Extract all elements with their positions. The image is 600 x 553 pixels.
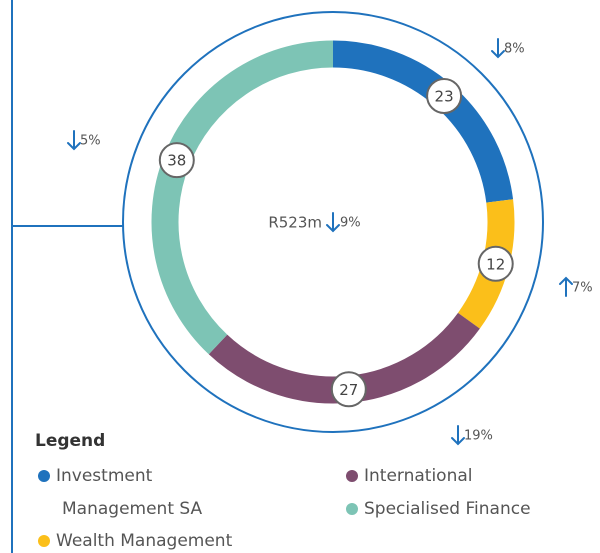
value-badge bbox=[330, 371, 367, 408]
legend-label: Wealth Management bbox=[56, 531, 233, 551]
value-label: 12 bbox=[486, 255, 505, 273]
arrow-icon bbox=[491, 38, 505, 59]
legend-swatch bbox=[346, 503, 358, 515]
donut-segment bbox=[332, 40, 514, 203]
change-label: 7% bbox=[572, 281, 593, 296]
value-label: 38 bbox=[167, 152, 186, 170]
change-label: 19% bbox=[464, 429, 493, 444]
total-change-label: 9% bbox=[340, 216, 361, 231]
total-label: R523m bbox=[268, 214, 322, 232]
legend-swatch bbox=[38, 535, 50, 547]
legend-label: Specialised Finance bbox=[364, 499, 531, 519]
arrow-icon bbox=[559, 276, 573, 297]
legend-swatch bbox=[346, 470, 358, 482]
value-badge bbox=[477, 245, 514, 282]
legend-title: Legend bbox=[35, 431, 105, 451]
arrow-icon bbox=[451, 425, 465, 446]
outer-ring bbox=[122, 11, 544, 433]
legend-label: International bbox=[364, 466, 473, 486]
change-label: 5% bbox=[80, 134, 101, 149]
arrow-icon bbox=[67, 130, 81, 151]
legend-swatch bbox=[38, 470, 50, 482]
value-badge bbox=[158, 142, 195, 179]
value-badge bbox=[426, 77, 463, 114]
change-label: 8% bbox=[504, 42, 525, 57]
arrow-icon bbox=[326, 212, 340, 233]
donut-segment bbox=[151, 40, 334, 355]
value-label: 27 bbox=[339, 381, 358, 399]
legend-label: Investment Management SA bbox=[56, 466, 202, 519]
value-label: 23 bbox=[435, 87, 454, 105]
